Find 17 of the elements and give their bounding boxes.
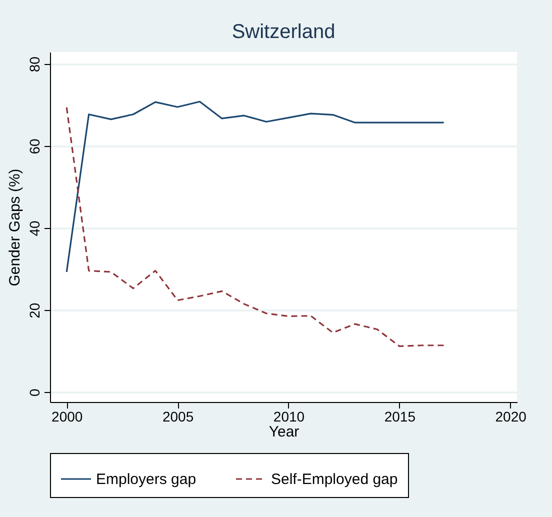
x-tick-label: 2015 bbox=[384, 408, 416, 424]
x-tick-label: 2010 bbox=[273, 408, 305, 424]
y-tick-label: 80 bbox=[26, 56, 42, 72]
x-tick-label: 2005 bbox=[162, 408, 194, 424]
chart-title: Switzerland bbox=[232, 21, 336, 43]
y-tick-label: 60 bbox=[26, 138, 42, 154]
x-tick-label: 2020 bbox=[495, 408, 527, 424]
y-tick-label: 0 bbox=[26, 388, 42, 397]
line-series bbox=[66, 100, 445, 273]
x-axis-title: Year bbox=[268, 424, 300, 440]
y-axis-title: Gender Gaps (%) bbox=[6, 168, 24, 286]
line-series bbox=[66, 106, 445, 347]
legend-label: Self-Employed gap bbox=[271, 471, 398, 488]
y-tick-label: 20 bbox=[26, 302, 42, 318]
legend-label: Employers gap bbox=[96, 471, 196, 488]
x-tick-label: 2000 bbox=[52, 408, 83, 424]
y-tick-label: 40 bbox=[26, 220, 42, 236]
